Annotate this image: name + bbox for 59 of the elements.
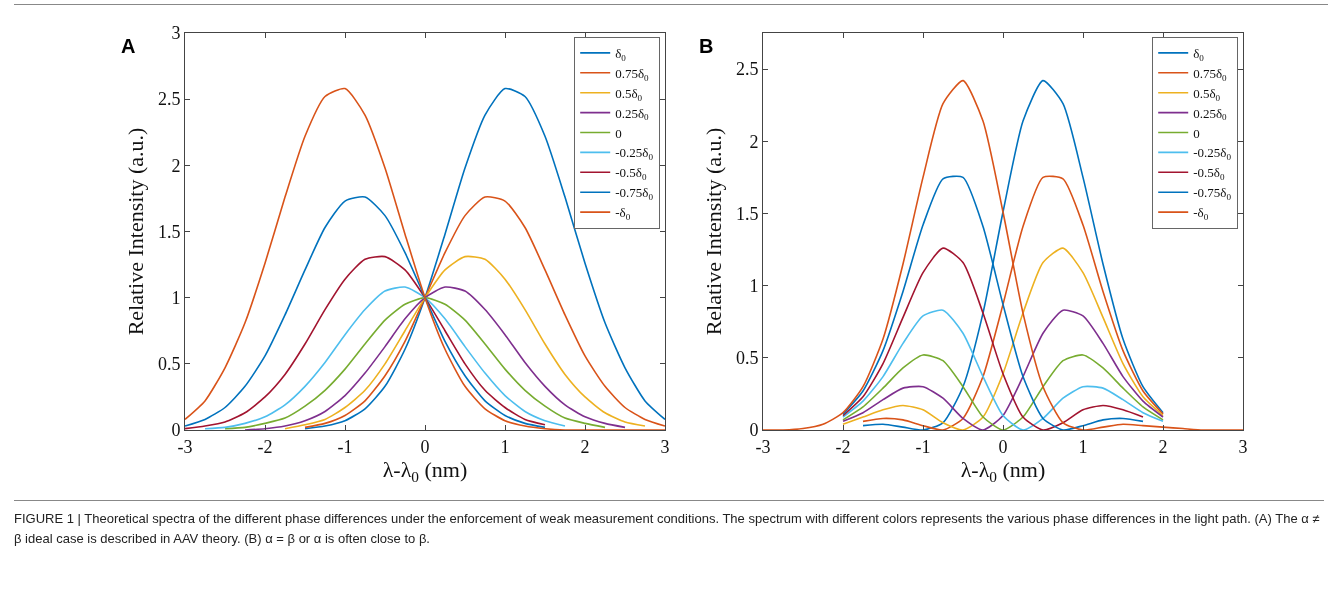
legend-label: 0.5δ$_{0}$	[1193, 85, 1221, 103]
y-tick-label: 0.5	[735, 348, 759, 369]
y-tick-label: 2	[749, 131, 759, 152]
line-series	[284, 255, 646, 430]
line-series	[842, 354, 1164, 430]
line-series	[763, 79, 1243, 430]
line-series	[185, 87, 665, 430]
y-axis-title: Relative Intensity (a.u.)	[700, 127, 726, 336]
x-tick-label: 1	[500, 436, 510, 457]
y-tick-label: 1.5	[157, 221, 181, 242]
legend-label: 0.25δ$_{0}$	[1193, 105, 1228, 123]
x-tick-label: 3	[1238, 436, 1248, 457]
legend-label: -0.5δ$_{0}$	[1193, 165, 1225, 183]
legend-label: -0.75δ$_{0}$	[615, 185, 654, 203]
legend-label: -δ$_{0}$	[1193, 205, 1209, 222]
x-axis-title: λ-λ$_{0}$ (nm)	[382, 457, 468, 486]
y-tick-label: 0.5	[157, 354, 181, 375]
y-tick-label: 3	[171, 23, 181, 44]
legend-label: δ$_{0}$	[615, 45, 627, 63]
legend-label: -δ$_{0}$	[615, 205, 631, 222]
legend-label: -0.25δ$_{0}$	[615, 145, 654, 163]
line-series	[304, 87, 665, 430]
y-tick-label: 1	[749, 275, 759, 296]
y-axis-title: Relative Intensity (a.u.)	[122, 127, 148, 336]
y-tick-label: 1.5	[735, 203, 759, 224]
x-tick-label: 3	[660, 436, 670, 457]
x-tick-label: 1	[1078, 436, 1088, 457]
y-tick-label: 2.5	[157, 89, 181, 110]
line-series	[244, 286, 626, 430]
x-axis-title: λ-λ$_{0}$ (nm)	[960, 457, 1046, 486]
x-tick-label: -2	[835, 436, 851, 457]
x-tick-label: 2	[580, 436, 590, 457]
legend-label: 0	[615, 125, 622, 141]
line-series	[224, 296, 606, 430]
y-tick-label: 1	[171, 287, 181, 308]
x-tick-label: -1	[337, 436, 353, 457]
line-series	[842, 309, 1164, 430]
legend-label: -0.25δ$_{0}$	[1193, 145, 1232, 163]
x-tick-label: 2	[1158, 436, 1168, 457]
line-series	[185, 255, 546, 430]
y-tick-label: 2.5	[735, 59, 759, 80]
line-series	[204, 286, 566, 430]
text: A	[121, 35, 136, 57]
caption: FIGURE 1 | Theoretical spectra of the different phase differences under the enforcement of weak measurement conditions. The spectrum with different colors represents the various phase differences in the light path. (A) The α ≠ β ideal case is described in AAV theory. (B) α = β or α is often close to β.	[14, 500, 1324, 550]
line-series	[185, 196, 546, 429]
x-tick-label: 0	[998, 436, 1008, 457]
legend-label: -0.75δ$_{0}$	[1193, 185, 1232, 203]
legend-label: 0.75δ$_{0}$	[1193, 65, 1228, 83]
y-tick-label: 2	[171, 155, 181, 176]
x-tick-label: -2	[257, 436, 273, 457]
legend-label: δ$_{0}$	[1193, 45, 1205, 63]
x-tick-label: 0	[420, 436, 430, 457]
x-tick-label: -1	[915, 436, 931, 457]
legend-label: 0.25δ$_{0}$	[615, 105, 650, 123]
text: B	[699, 35, 714, 57]
legend-label: 0.5δ$_{0}$	[615, 85, 643, 103]
legend-label: 0	[1193, 125, 1200, 141]
legend-label: -0.5δ$_{0}$	[615, 165, 647, 183]
legend-label: 0.75δ$_{0}$	[615, 65, 650, 83]
